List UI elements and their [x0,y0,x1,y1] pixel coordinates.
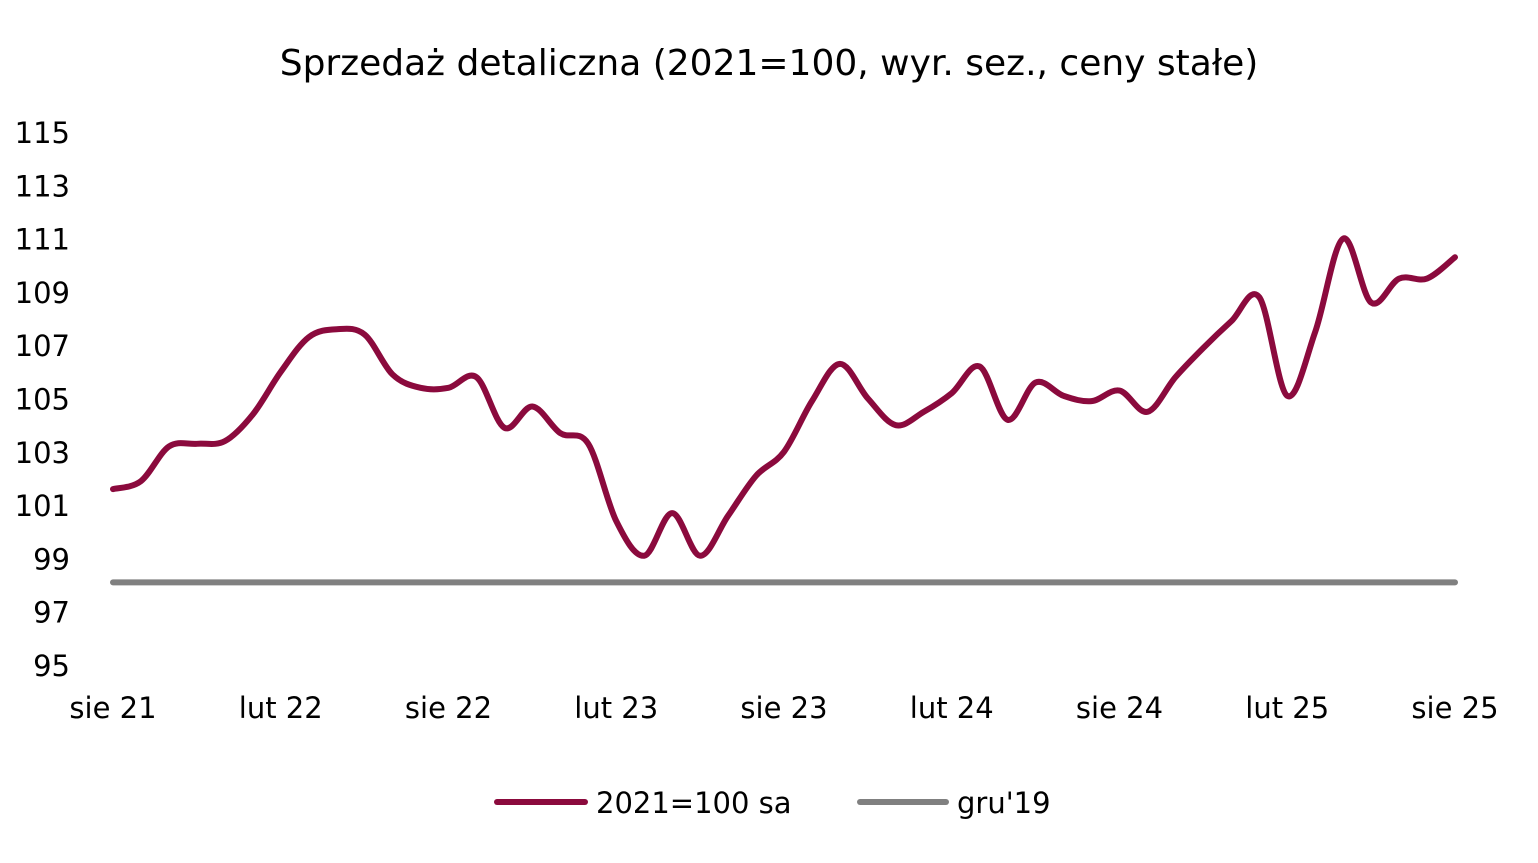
y-tick-label: 103 [15,436,70,470]
x-axis-tick-labels: sie 21 lut 22 sie 22 lut 23 sie 23 lut 24 sie … [69,691,1498,725]
y-tick-label: 101 [15,489,70,523]
chart-title: Sprzedaż detaliczna (2021=100, wyr. sez.… [280,43,1259,84]
x-tick-label: lut 24 [910,691,994,725]
legend-label: gru'19 [957,786,1051,820]
x-tick-label: lut 22 [239,691,323,725]
x-tick-label: sie 24 [1076,691,1163,725]
y-axis-tick-labels: 95 97 99 101 103 105 107 109 111 113 115 [15,116,70,683]
x-tick-label: sie 21 [69,691,156,725]
y-tick-label: 107 [15,329,70,363]
legend: 2021=100 sa gru'19 [494,786,1051,820]
series-line-index [110,235,1458,559]
y-tick-label: 99 [33,542,70,576]
y-tick-label: 113 [15,169,70,203]
y-tick-label: 111 [15,223,70,257]
legend-label: 2021=100 sa [596,786,792,820]
x-tick-label: sie 25 [1411,691,1498,725]
x-tick-label: sie 22 [405,691,492,725]
y-tick-label: 115 [15,116,70,150]
y-tick-label: 97 [33,596,70,630]
x-tick-label: sie 23 [740,691,827,725]
x-tick-label: lut 23 [574,691,658,725]
y-tick-label: 105 [15,383,70,417]
x-tick-label: lut 25 [1245,691,1329,725]
series-layer [110,235,1458,586]
y-tick-label: 95 [33,649,70,683]
y-tick-label: 109 [15,276,70,310]
